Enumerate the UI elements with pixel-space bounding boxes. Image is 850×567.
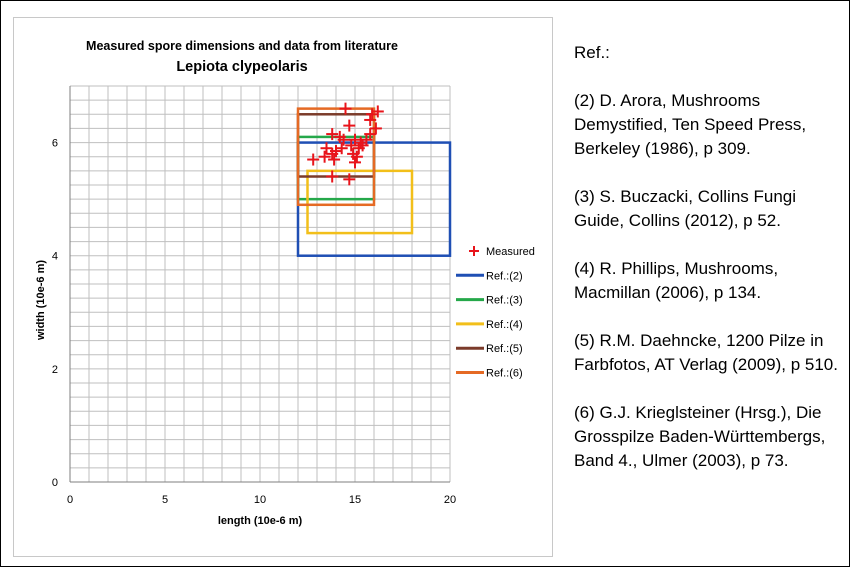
reference-item: (4) R. Phillips, Mushrooms, Macmillan (2…: [574, 259, 779, 302]
legend-item-reference: Ref.:(6): [456, 368, 523, 380]
measured-point: [364, 113, 377, 126]
legend-label: Ref.:(6): [486, 368, 523, 380]
reference-range-rect: [296, 107, 376, 207]
y-axis-label: width (10e-6 m): [35, 260, 47, 341]
x-tick-label: 20: [444, 494, 456, 506]
axes: 0 5 10 15 20 0 2 4 6: [52, 86, 456, 506]
legend-label: Ref.:(3): [486, 295, 523, 307]
measured-point: [339, 102, 352, 115]
x-axis-label: length (10e-6 m): [218, 515, 303, 527]
x-tick-label: 5: [162, 494, 168, 506]
chart-title: Measured spore dimensions and data from …: [86, 39, 398, 53]
measured-point: [345, 139, 358, 152]
reference-item: (6) G.J. Krieglsteiner (Hrsg.), Die Gros…: [574, 403, 826, 470]
reference-item: (3) S. Buczacki, Collins Fungi Guide, Co…: [574, 187, 797, 230]
grid: [69, 85, 451, 483]
x-tick-label: 0: [67, 494, 73, 506]
measured-point: [350, 150, 363, 163]
measured-point: [326, 128, 339, 141]
legend-label: Ref.:(4): [486, 319, 523, 331]
references-heading: Ref.:: [574, 43, 610, 62]
reference-item: (2) D. Arora, Mushrooms Demystified, Ten…: [574, 91, 807, 158]
measured-point: [335, 142, 348, 155]
legend-label: Measured: [486, 246, 535, 258]
measured-point: [369, 122, 382, 135]
reference-item: (5) R.M. Daehncke, 1200 Pilze in Farbfot…: [574, 331, 838, 374]
measured-point: [349, 156, 361, 169]
measured-point: [318, 150, 331, 163]
y-tick-label: 4: [52, 251, 58, 263]
measured-point: [360, 133, 373, 146]
measured-point: [328, 153, 341, 166]
reference-ranges: [296, 107, 452, 257]
legend-item-reference: Ref.:(4): [456, 319, 523, 331]
measured-point: [343, 173, 356, 186]
chart-area: Measured spore dimensions and data from …: [13, 17, 553, 557]
legend-label: Ref.:(5): [486, 343, 523, 355]
x-tick-label: 15: [349, 494, 361, 506]
y-tick-label: 0: [52, 477, 58, 489]
chart-svg: Measured spore dimensions and data from …: [35, 39, 535, 527]
legend-item-measured: Measured: [469, 246, 535, 258]
measured-point: [371, 105, 384, 118]
measured-point: [307, 153, 320, 166]
measured-points: [307, 102, 384, 186]
y-tick-label: 6: [52, 138, 58, 150]
chart-subtitle: Lepiota clypeolaris: [176, 59, 307, 75]
measured-point: [320, 142, 333, 155]
measured-point: [354, 136, 367, 149]
x-tick-label: 10: [254, 494, 266, 506]
legend-item-reference: Ref.:(5): [456, 343, 523, 355]
measured-point: [343, 119, 356, 132]
y-tick-label: 2: [52, 364, 58, 376]
legend: Measured Ref.:(2) Ref.:(3) Ref.:(4) Ref.:(5)…: [456, 246, 535, 380]
measured-point: [366, 108, 379, 121]
references-panel: Ref.: (2) D. Arora, Mushrooms Demystifie…: [574, 41, 844, 497]
legend-item-reference: Ref.:(3): [456, 295, 523, 307]
measured-point: [326, 147, 339, 160]
legend-label: Ref.:(2): [486, 270, 523, 282]
measured-point: [337, 133, 350, 146]
legend-item-reference: Ref.:(2): [456, 270, 523, 282]
reference-range-rect: [306, 169, 414, 235]
measured-point: [326, 170, 339, 183]
